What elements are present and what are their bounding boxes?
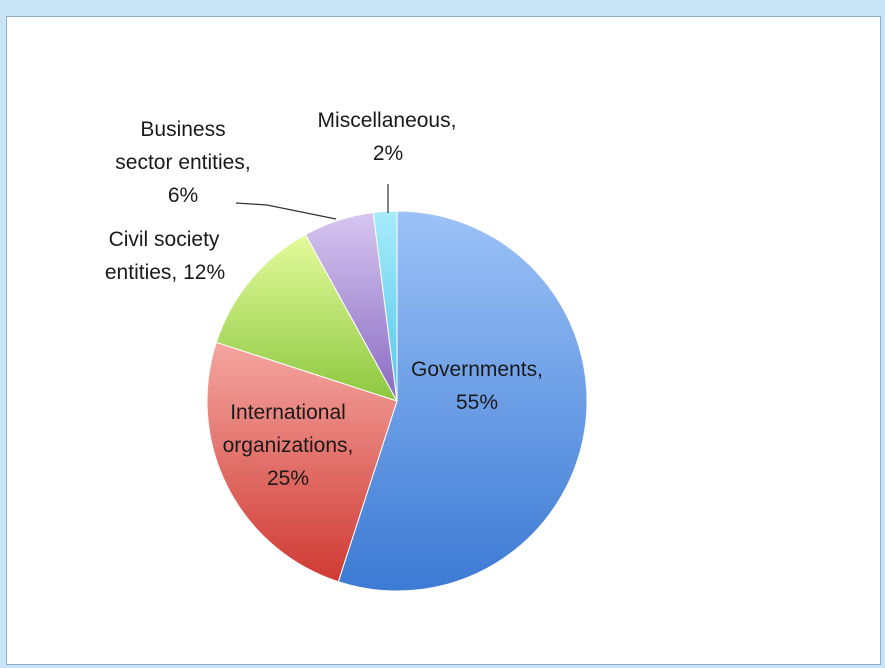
- slice-miscellaneous: [372, 210, 398, 402]
- label-business-2: sector entities,: [115, 151, 250, 174]
- slice-international-organizations: [206, 341, 398, 583]
- label-governments-1: Governments,: [411, 358, 543, 381]
- label-civil-2: entities, 12%: [105, 261, 225, 284]
- slice-governments: [337, 210, 588, 592]
- label-miscellaneous-2: 2%: [373, 142, 403, 165]
- leader-line-business: [235, 202, 337, 220]
- label-international-1: International: [230, 401, 346, 424]
- label-civil-1: Civil society: [109, 228, 220, 251]
- label-international-2: organizations,: [223, 434, 354, 457]
- label-international-3: 25%: [267, 467, 309, 490]
- label-business-3: 6%: [168, 184, 198, 207]
- label-business-1: Business: [140, 118, 225, 141]
- label-miscellaneous-1: Miscellaneous,: [318, 109, 457, 132]
- slice-civil-society: [215, 233, 399, 402]
- label-governments-2: 55%: [456, 391, 498, 414]
